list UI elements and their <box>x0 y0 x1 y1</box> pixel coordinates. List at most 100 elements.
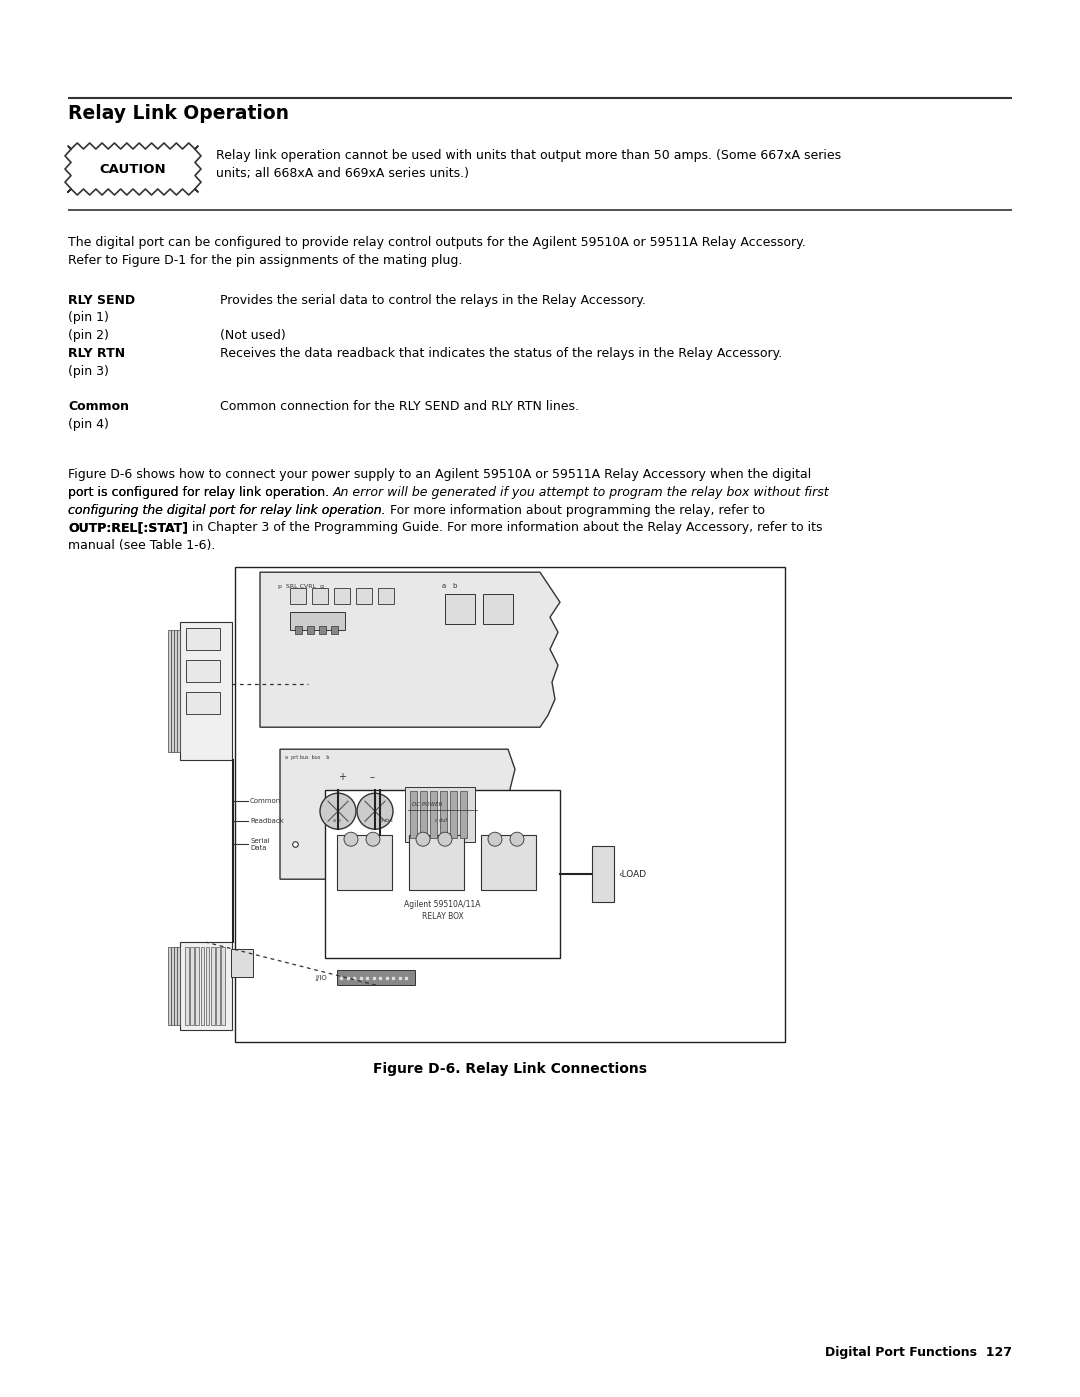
Text: OUTP:REL[:STAT]: OUTP:REL[:STAT] <box>68 521 188 535</box>
Text: port is configured for relay link operation.: port is configured for relay link operat… <box>68 486 333 499</box>
Bar <box>231 949 253 977</box>
Text: Readback: Readback <box>249 819 284 824</box>
Bar <box>216 947 219 1025</box>
Bar <box>186 661 220 682</box>
Text: a   b: a b <box>442 583 457 590</box>
Text: Common connection for the RLY SEND and RLY RTN lines.: Common connection for the RLY SEND and R… <box>220 401 579 414</box>
Bar <box>410 791 417 838</box>
Bar <box>481 835 536 890</box>
Bar <box>211 947 215 1025</box>
Bar <box>168 630 171 752</box>
Circle shape <box>357 793 393 830</box>
Bar <box>378 588 394 604</box>
Circle shape <box>510 833 524 847</box>
Text: ‹LOAD: ‹LOAD <box>618 870 646 879</box>
Bar <box>334 588 350 604</box>
Bar <box>337 835 392 890</box>
Bar <box>445 594 475 624</box>
Circle shape <box>416 833 430 847</box>
Text: An error will be generated if you attempt to program the relay box without first: An error will be generated if you attemp… <box>333 486 829 499</box>
Bar <box>171 630 174 752</box>
Text: (pin 4): (pin 4) <box>68 418 109 432</box>
Text: OUTP:REL[:STAT]: OUTP:REL[:STAT] <box>68 521 188 535</box>
Bar <box>206 947 210 1025</box>
Bar <box>177 630 179 752</box>
Polygon shape <box>280 749 518 879</box>
Text: Receives the data readback that indicates the status of the relays in the Relay : Receives the data readback that indicate… <box>220 346 782 360</box>
Bar <box>235 567 785 1042</box>
Text: Figure D-6. Relay Link Connections: Figure D-6. Relay Link Connections <box>373 1062 647 1076</box>
Bar <box>185 947 189 1025</box>
Bar <box>174 630 176 752</box>
Bar <box>195 947 199 1025</box>
Text: For more information about programming the relay, refer to: For more information about programming t… <box>386 503 765 517</box>
Text: (Not used): (Not used) <box>220 330 286 342</box>
Text: Figure D-6 shows how to connect your power supply to an Agilent 59510A or 59511A: Figure D-6 shows how to connect your pow… <box>68 468 811 481</box>
Text: CAUTION: CAUTION <box>99 162 166 176</box>
Text: DC POWER: DC POWER <box>413 802 443 807</box>
Text: c duf: c duf <box>435 819 447 823</box>
Text: Relay link operation cannot be used with units that output more than 50 amps. (S: Relay link operation cannot be used with… <box>216 149 841 162</box>
Circle shape <box>366 833 380 847</box>
Bar <box>430 791 437 838</box>
Text: RLY SEND: RLY SEND <box>68 293 135 306</box>
Text: a  prt bus  bus    b: a prt bus bus b <box>285 756 329 760</box>
Bar <box>312 588 328 604</box>
Bar <box>307 626 314 634</box>
Bar <box>190 947 193 1025</box>
Text: (pin 3): (pin 3) <box>68 365 109 377</box>
Text: Provides the serial data to control the relays in the Relay Accessory.: Provides the serial data to control the … <box>220 293 646 306</box>
Bar <box>337 970 415 985</box>
Bar <box>409 835 464 890</box>
Circle shape <box>488 833 502 847</box>
Bar <box>180 942 232 1030</box>
Text: port is configured for relay link operation.: port is configured for relay link operat… <box>68 486 333 499</box>
Text: +: + <box>338 773 346 782</box>
Bar <box>319 626 326 634</box>
Bar <box>483 594 513 624</box>
Bar <box>291 588 306 604</box>
Text: Common: Common <box>68 401 129 414</box>
Bar <box>460 791 467 838</box>
Text: manual (see Table 1-6).: manual (see Table 1-6). <box>68 539 215 552</box>
Text: Digital Port Functions  127: Digital Port Functions 127 <box>825 1345 1012 1359</box>
Bar <box>186 629 220 650</box>
Circle shape <box>438 833 453 847</box>
Text: The digital port can be configured to provide relay control outputs for the Agil: The digital port can be configured to pr… <box>68 236 806 249</box>
Bar <box>420 791 427 838</box>
Text: Serial
Data: Serial Data <box>249 838 270 851</box>
Circle shape <box>345 833 357 847</box>
Bar <box>450 791 457 838</box>
Text: (pin 1): (pin 1) <box>68 312 109 324</box>
Text: Agilent 59510A/11A
RELAY BOX: Agilent 59510A/11A RELAY BOX <box>404 900 481 921</box>
Bar <box>325 791 561 958</box>
Bar <box>201 947 204 1025</box>
Bar <box>177 947 179 1025</box>
Text: Refer to Figure D-1 for the pin assignments of the mating plug.: Refer to Figure D-1 for the pin assignme… <box>68 254 462 267</box>
Text: J/IO: J/IO <box>315 975 327 981</box>
Text: configuring the digital port for relay link operation.: configuring the digital port for relay l… <box>68 503 386 517</box>
Text: (pin 2): (pin 2) <box>68 330 109 342</box>
Bar <box>356 588 372 604</box>
Text: p  SRL CVRL  q: p SRL CVRL q <box>278 584 324 588</box>
Bar <box>168 947 171 1025</box>
Bar <box>405 787 475 842</box>
Bar <box>330 626 338 634</box>
Circle shape <box>320 793 356 830</box>
Bar <box>592 847 615 902</box>
Bar <box>221 947 225 1025</box>
Bar <box>186 692 220 714</box>
Text: a b: a b <box>333 819 340 823</box>
Text: RLY RTN: RLY RTN <box>68 346 125 360</box>
Text: in Chapter 3 of the Programming Guide. For more information about the Relay Acce: in Chapter 3 of the Programming Guide. F… <box>188 521 823 535</box>
Text: Common: Common <box>249 798 281 805</box>
Bar <box>171 947 174 1025</box>
Text: –: – <box>369 773 375 782</box>
Bar <box>295 626 302 634</box>
Polygon shape <box>260 573 561 728</box>
Bar <box>180 622 232 760</box>
Bar <box>174 947 176 1025</box>
Bar <box>440 791 447 838</box>
Bar <box>291 612 345 630</box>
Text: b dut: b dut <box>380 819 393 823</box>
